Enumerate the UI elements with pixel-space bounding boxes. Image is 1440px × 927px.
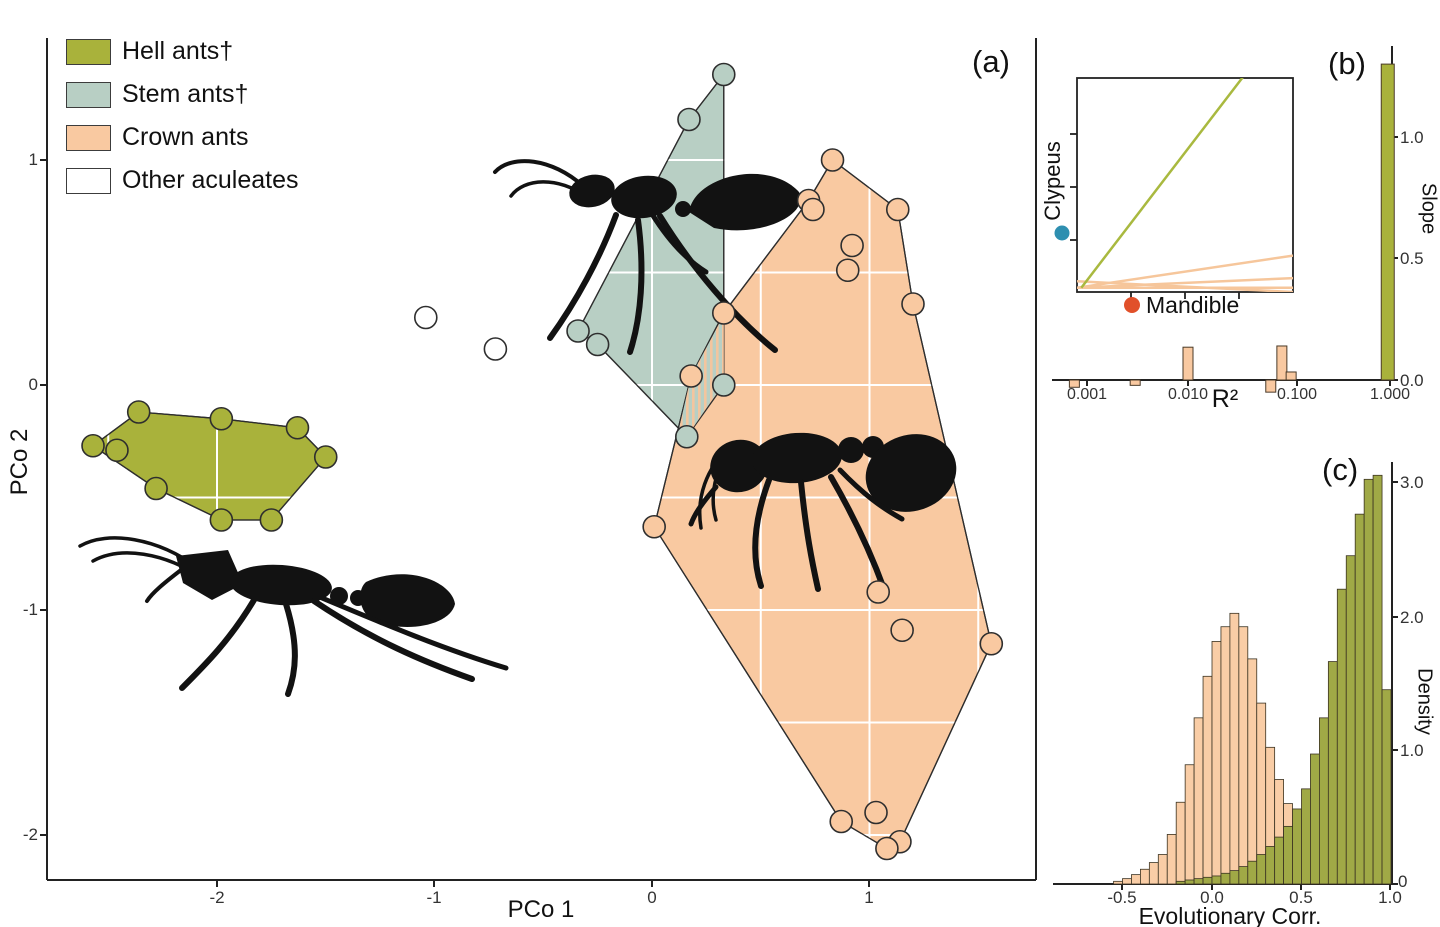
a-xtick-m2: -2 bbox=[209, 888, 225, 907]
b-xtick-0001: 0.001 bbox=[1066, 386, 1108, 403]
a-y-axis-title: PCo 2 bbox=[6, 428, 33, 496]
panel-b-axes bbox=[1052, 46, 1398, 386]
c-ytick-0: 0 bbox=[1398, 872, 1408, 891]
c-ytick-30: 3.0 bbox=[1400, 473, 1424, 492]
b-inset-x-label: Mandible bbox=[1146, 292, 1240, 318]
legend-item-crown-ants: Crown ants bbox=[66, 123, 299, 151]
legend-label: Stem ants† bbox=[122, 80, 249, 108]
c-y-axis-title: Density bbox=[1413, 668, 1436, 735]
c-ytick-10: 1.0 bbox=[1400, 741, 1424, 760]
legend-label: Crown ants bbox=[122, 123, 249, 151]
c-xtick-05: 0.5 bbox=[1289, 888, 1313, 907]
ant-silhouettes bbox=[78, 159, 957, 697]
c-xtick-00: 0.0 bbox=[1200, 888, 1224, 907]
b-ytick-00: 0.0 bbox=[1400, 371, 1424, 390]
b-inset-y-label: Clypeus bbox=[1040, 141, 1065, 221]
ant-silhouette-stem-wasp bbox=[493, 159, 801, 355]
c-ytick-20: 2.0 bbox=[1400, 608, 1424, 627]
a-xtick-1: 1 bbox=[864, 888, 874, 907]
b-xtick-1000: 1.000 bbox=[1369, 386, 1411, 403]
a-ytick-0: 0 bbox=[28, 375, 38, 394]
panel-b-inset-frame bbox=[1070, 77, 1294, 299]
clypeus-dot bbox=[1054, 225, 1070, 241]
b-xtick-0100: 0.100 bbox=[1276, 386, 1318, 403]
a-ytick-m2: -2 bbox=[22, 825, 38, 844]
b-y-axis-title: Slope bbox=[1417, 182, 1440, 235]
a-ytick-1: 1 bbox=[28, 150, 38, 169]
a-ytick-m1: -1 bbox=[22, 600, 38, 619]
b-ytick-05: 0.5 bbox=[1400, 249, 1424, 268]
panel-b-inset-lines bbox=[1077, 78, 1293, 292]
legend-item-other-aculeates: Other aculeates bbox=[66, 166, 299, 194]
c-x-axis-title: Evolutionary Corr. bbox=[1138, 903, 1322, 927]
c-xtick-m05: -0.5 bbox=[1107, 888, 1137, 907]
convex-hulls bbox=[91, 72, 992, 850]
other-aculeates-swatch bbox=[66, 167, 111, 194]
stem-ants-swatch bbox=[66, 81, 111, 108]
a-x-axis-title: PCo 1 bbox=[507, 896, 575, 923]
a-xtick-m1: -1 bbox=[426, 888, 442, 907]
slope-bars bbox=[1068, 63, 1395, 393]
legend-item-hell-ants: Hell ants† bbox=[66, 37, 299, 65]
ant-silhouette-hell bbox=[78, 536, 509, 697]
a-xtick-0: 0 bbox=[647, 888, 657, 907]
hell-ants-swatch bbox=[66, 38, 111, 65]
b-x-axis-title: R² bbox=[1211, 385, 1239, 413]
legend-label: Other aculeates bbox=[122, 166, 299, 194]
panel-a-label: (a) bbox=[972, 44, 1010, 79]
density-histogram bbox=[1113, 474, 1392, 885]
panel-a-axes bbox=[40, 38, 1037, 887]
legend-label: Hell ants† bbox=[122, 37, 234, 65]
crown-ants-swatch bbox=[66, 124, 111, 151]
mandible-dot bbox=[1124, 297, 1140, 313]
pcoa-points bbox=[81, 62, 1004, 861]
legend-item-stem-ants: Stem ants† bbox=[66, 80, 299, 108]
b-xtick-0010: 0.010 bbox=[1167, 386, 1209, 403]
panel-b-label: (b) bbox=[1328, 46, 1366, 81]
ant-silhouette-crown bbox=[688, 432, 957, 592]
c-xtick-10: 1.0 bbox=[1378, 888, 1402, 907]
legend: Hell ants† Stem ants† Crown ants Other a… bbox=[66, 37, 299, 210]
b-ytick-10: 1.0 bbox=[1400, 128, 1424, 147]
panel-c-label: (c) bbox=[1322, 452, 1359, 487]
